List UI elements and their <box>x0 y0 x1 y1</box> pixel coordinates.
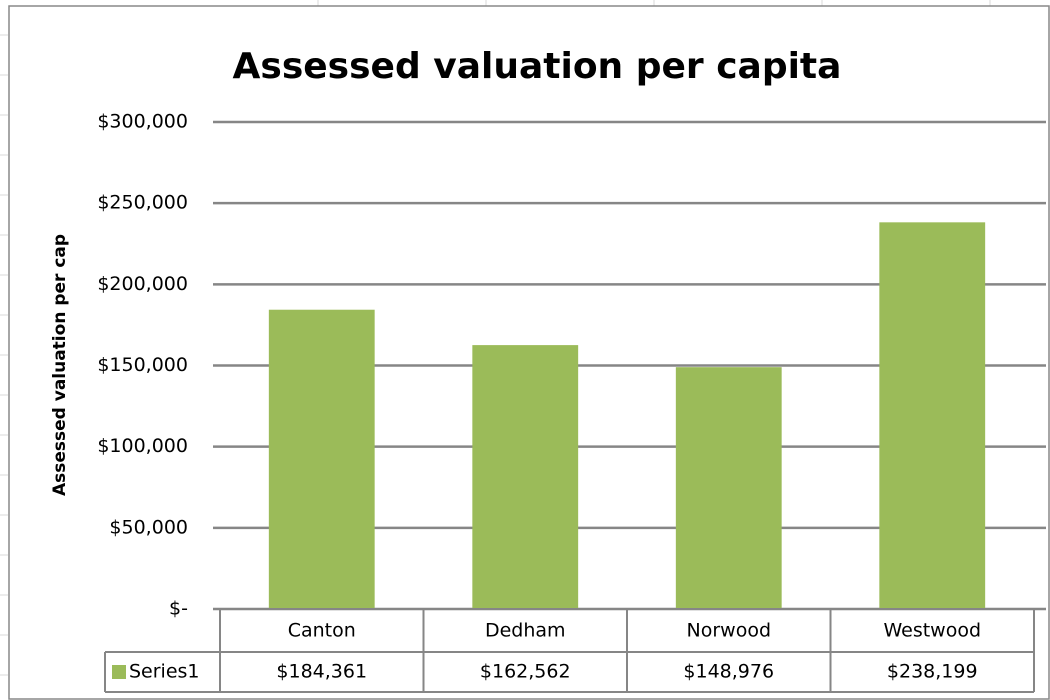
legend-key <box>112 665 126 679</box>
y-tick-label: $200,000 <box>97 273 188 295</box>
bar <box>472 345 579 609</box>
bar <box>268 309 375 609</box>
x-tick-label: Dedham <box>485 620 566 642</box>
x-tick-label: Canton <box>288 620 356 642</box>
data-label: $162,562 <box>480 661 571 683</box>
y-tick-label: $250,000 <box>97 192 188 214</box>
y-tick-label: $150,000 <box>97 354 188 376</box>
legend-label: Series1 <box>129 661 200 683</box>
data-label: $148,976 <box>683 661 774 683</box>
x-tick-label: Westwood <box>883 620 981 642</box>
data-label: $238,199 <box>887 661 978 683</box>
y-tick-label: $50,000 <box>109 516 188 538</box>
y-tick-label: $- <box>169 598 188 620</box>
data-label: $184,361 <box>276 661 367 683</box>
bar <box>879 222 986 610</box>
x-tick-label: Norwood <box>687 620 772 642</box>
y-tick-label: $100,000 <box>97 435 188 457</box>
sheet-grid <box>0 0 991 676</box>
chart-title: Assessed valuation per capita <box>233 46 842 87</box>
y-tick-label: $300,000 <box>97 111 188 133</box>
bar <box>675 367 782 609</box>
y-axis-title: Assessed valuation per cap <box>50 234 70 496</box>
